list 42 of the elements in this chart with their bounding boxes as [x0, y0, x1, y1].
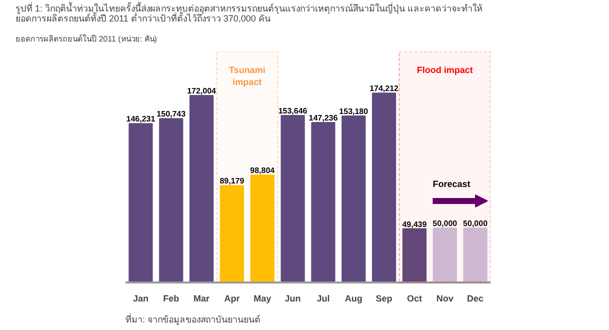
bar	[250, 174, 274, 282]
data-label: 172,004	[187, 86, 217, 96]
data-label: 147,236	[308, 113, 338, 122]
data-label: 150,743	[156, 110, 186, 119]
data-label: 50,000	[463, 219, 488, 228]
data-label: 89,179	[220, 176, 245, 186]
data-label: 49,439	[402, 220, 428, 229]
x-tick-label: Feb	[163, 294, 180, 304]
text: ที่มา: จากข้อมูลของสถาบันยานยนต์	[126, 312, 261, 326]
bar	[402, 228, 427, 282]
x-tick-label: Mar	[194, 294, 210, 304]
x-tick-label: Oct	[406, 294, 422, 304]
data-label: 153,646	[278, 106, 308, 116]
x-tick-label: Jul	[316, 294, 330, 304]
chart-title: รูปที่ 1: วิกฤติน้ำท่วมในไทยครั้งนี้ส่งผลกระทบต่ออุตสาหกรรมรถยนต์รุนแรงกว่าเหตุการณ์สึนามิในญี่ปุ่น และคาดว่าจะทำให้ ยอดการผลิตรถยนต์ทั้งปี 2011 ต่ำกว่าเป้าที่ตั้งไว้ถึงราว 370,000 คัน	[16, 2, 483, 24]
bar	[220, 185, 244, 282]
data-label: 146,231	[126, 114, 156, 124]
x-tick-label: May	[254, 294, 272, 304]
x-tick-label: Apr	[224, 294, 240, 304]
x-tick-label: Sep	[376, 294, 393, 304]
chart-subtitle: ยอดการผลิตรถยนต์ในปี 2011 (หน่วย: คัน)	[16, 34, 158, 44]
bar	[463, 228, 488, 282]
data-label: 50,000	[432, 219, 458, 228]
x-tick-label: Jan	[132, 294, 148, 304]
bar	[342, 116, 366, 282]
band-label: Tsunami impact	[228, 64, 266, 87]
bar	[372, 92, 396, 282]
x-tick-label: Nov	[436, 294, 454, 304]
data-label: 153,180	[339, 107, 369, 116]
data-label: 174,212	[370, 84, 400, 94]
bar	[432, 228, 457, 282]
x-tick-label: Aug	[344, 294, 362, 304]
bar	[128, 123, 153, 282]
bar	[311, 122, 336, 282]
bar	[159, 118, 184, 282]
bar	[280, 115, 305, 282]
x-tick-label: Jun	[284, 294, 301, 304]
band-label: Flood impact	[416, 64, 473, 75]
x-tick-label: Dec	[467, 294, 484, 304]
bar	[189, 95, 214, 282]
data-label: 98,804	[250, 166, 276, 176]
annotation: Forecast	[432, 178, 470, 189]
